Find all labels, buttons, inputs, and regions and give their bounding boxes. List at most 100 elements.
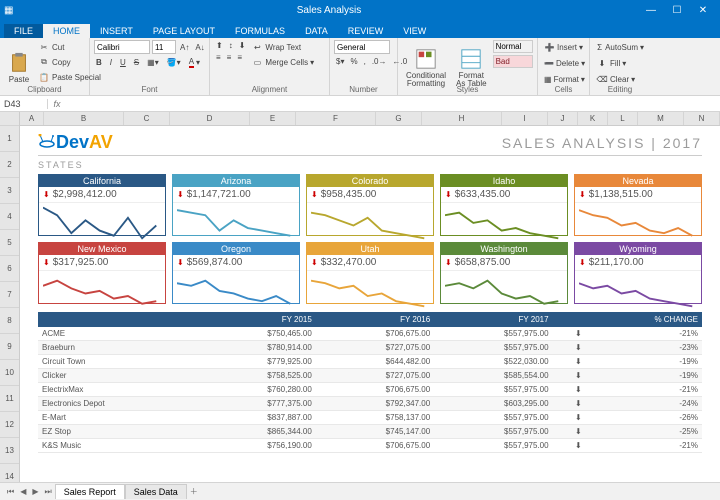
card-header: New Mexico: [39, 243, 165, 255]
inc-decimal-button[interactable]: .0→: [370, 56, 389, 67]
align-left-button[interactable]: ≡: [214, 52, 223, 63]
row-header[interactable]: 9: [0, 334, 19, 360]
col-header[interactable]: M: [638, 112, 684, 125]
bold-button[interactable]: B: [94, 56, 104, 69]
autosum-button[interactable]: ΣAutoSum▾: [594, 40, 646, 54]
tab-home[interactable]: HOME: [43, 24, 90, 38]
wrap-text-button[interactable]: ↩Wrap Text: [249, 40, 316, 54]
insert-cells-button[interactable]: ➕Insert▾: [542, 40, 585, 54]
row-header[interactable]: 1: [0, 126, 19, 152]
grow-font-button[interactable]: A↑: [178, 40, 191, 54]
row-header[interactable]: [0, 112, 19, 126]
underline-button[interactable]: U: [118, 56, 128, 69]
strike-button[interactable]: S: [132, 56, 141, 69]
trend-down-icon: ⬇: [43, 258, 50, 267]
card-sparkline: [39, 271, 165, 313]
sheet-tab-data[interactable]: Sales Data: [125, 484, 187, 499]
fx-icon[interactable]: fx: [48, 99, 66, 109]
clear-button[interactable]: ⌫Clear▾: [594, 72, 646, 86]
row-header[interactable]: 5: [0, 230, 19, 256]
col-header[interactable]: H: [422, 112, 502, 125]
card-sparkline: [173, 203, 299, 245]
style-bad[interactable]: Bad: [493, 55, 533, 68]
tab-pagelayout[interactable]: PAGE LAYOUT: [143, 24, 225, 38]
col-header[interactable]: E: [250, 112, 296, 125]
row-header[interactable]: 6: [0, 256, 19, 282]
col-header[interactable]: L: [608, 112, 638, 125]
align-bottom-button[interactable]: ⬇: [237, 40, 248, 51]
delete-cells-button[interactable]: ➖Delete▾: [542, 56, 585, 70]
italic-button[interactable]: I: [108, 56, 114, 69]
row-header[interactable]: 12: [0, 412, 19, 438]
close-button[interactable]: ✕: [690, 5, 716, 16]
name-box[interactable]: D43: [0, 99, 48, 109]
app-icon: ▦: [4, 5, 20, 16]
align-middle-button[interactable]: ↕: [227, 40, 235, 51]
comma-button[interactable]: ,: [362, 56, 368, 67]
font-color-button[interactable]: A▾: [187, 56, 202, 69]
tab-insert[interactable]: INSERT: [90, 24, 143, 38]
format-cells-button[interactable]: ▦Format▾: [542, 72, 585, 86]
minimize-button[interactable]: ―: [638, 5, 664, 16]
align-top-button[interactable]: ⬆: [214, 40, 225, 51]
percent-button[interactable]: %: [348, 56, 359, 67]
table-cell: -19%: [586, 369, 702, 383]
col-header[interactable]: B: [44, 112, 124, 125]
merge-cells-button[interactable]: ▭Merge Cells▾: [249, 55, 316, 69]
table-row: Electronics Depot$777,375.00$792,347.00$…: [38, 397, 702, 411]
sheet-nav-last[interactable]: ⏭: [42, 487, 55, 497]
table-cell: $706,675.00: [316, 439, 434, 453]
col-headers: ABCDEFGHIJKLMN: [20, 112, 720, 126]
tab-review[interactable]: REVIEW: [338, 24, 394, 38]
sheet-area: 1234567891011121314 ABCDEFGHIJKLMN DevAV…: [0, 112, 720, 482]
col-header[interactable]: J: [548, 112, 578, 125]
fill-button[interactable]: ⬇Fill▾: [594, 56, 646, 70]
sheet-nav-next[interactable]: ▶: [29, 487, 41, 496]
table-row: Braeburn$780,914.00$727,075.00$557,975.0…: [38, 341, 702, 355]
col-header[interactable]: D: [170, 112, 250, 125]
table-cell: $756,190.00: [197, 439, 315, 453]
table-cell: $750,465.00: [197, 327, 315, 341]
font-family-select[interactable]: [94, 40, 150, 54]
border-button[interactable]: ▦▾: [145, 56, 161, 69]
fill-color-button[interactable]: 🪣▾: [165, 56, 183, 69]
sheet-tabs: ⏮ ◀ ▶ ⏭ Sales Report Sales Data ＋: [0, 482, 720, 500]
col-header[interactable]: N: [684, 112, 720, 125]
sheet-tab-report[interactable]: Sales Report: [55, 484, 125, 499]
row-header[interactable]: 2: [0, 152, 19, 178]
style-normal[interactable]: Normal: [493, 40, 533, 53]
align-center-button[interactable]: ≡: [225, 52, 234, 63]
col-header[interactable]: C: [124, 112, 170, 125]
row-header[interactable]: 8: [0, 308, 19, 334]
sheet-add-button[interactable]: ＋: [187, 486, 201, 497]
tab-data[interactable]: DATA: [295, 24, 338, 38]
row-header[interactable]: 7: [0, 282, 19, 308]
maximize-button[interactable]: ☐: [664, 5, 690, 16]
font-size-select[interactable]: [152, 40, 176, 54]
card-value: $2,998,412.00: [53, 189, 117, 200]
sheet-nav-first[interactable]: ⏮: [4, 487, 17, 497]
card-value: $958,435.00: [321, 189, 377, 200]
accounting-button[interactable]: $▾: [334, 56, 346, 67]
tab-file[interactable]: FILE: [4, 24, 43, 38]
card-sparkline: [575, 203, 701, 245]
row-header[interactable]: 3: [0, 178, 19, 204]
number-format-select[interactable]: [334, 40, 390, 54]
card-value: $633,435.00: [455, 189, 511, 200]
tab-formulas[interactable]: FORMULAS: [225, 24, 295, 38]
paste-special-icon: 📋: [38, 71, 50, 83]
row-header[interactable]: 10: [0, 360, 19, 386]
row-header[interactable]: 4: [0, 204, 19, 230]
tab-view[interactable]: VIEW: [393, 24, 436, 38]
row-header[interactable]: 13: [0, 438, 19, 464]
shrink-font-button[interactable]: A↓: [193, 40, 206, 54]
col-header[interactable]: A: [20, 112, 44, 125]
col-header[interactable]: K: [578, 112, 608, 125]
col-header[interactable]: I: [502, 112, 548, 125]
col-header[interactable]: F: [296, 112, 376, 125]
sheet-nav-prev[interactable]: ◀: [17, 487, 29, 496]
col-header[interactable]: G: [376, 112, 422, 125]
align-right-button[interactable]: ≡: [235, 52, 244, 63]
row-header[interactable]: 11: [0, 386, 19, 412]
table-cell: $792,347.00: [316, 397, 434, 411]
